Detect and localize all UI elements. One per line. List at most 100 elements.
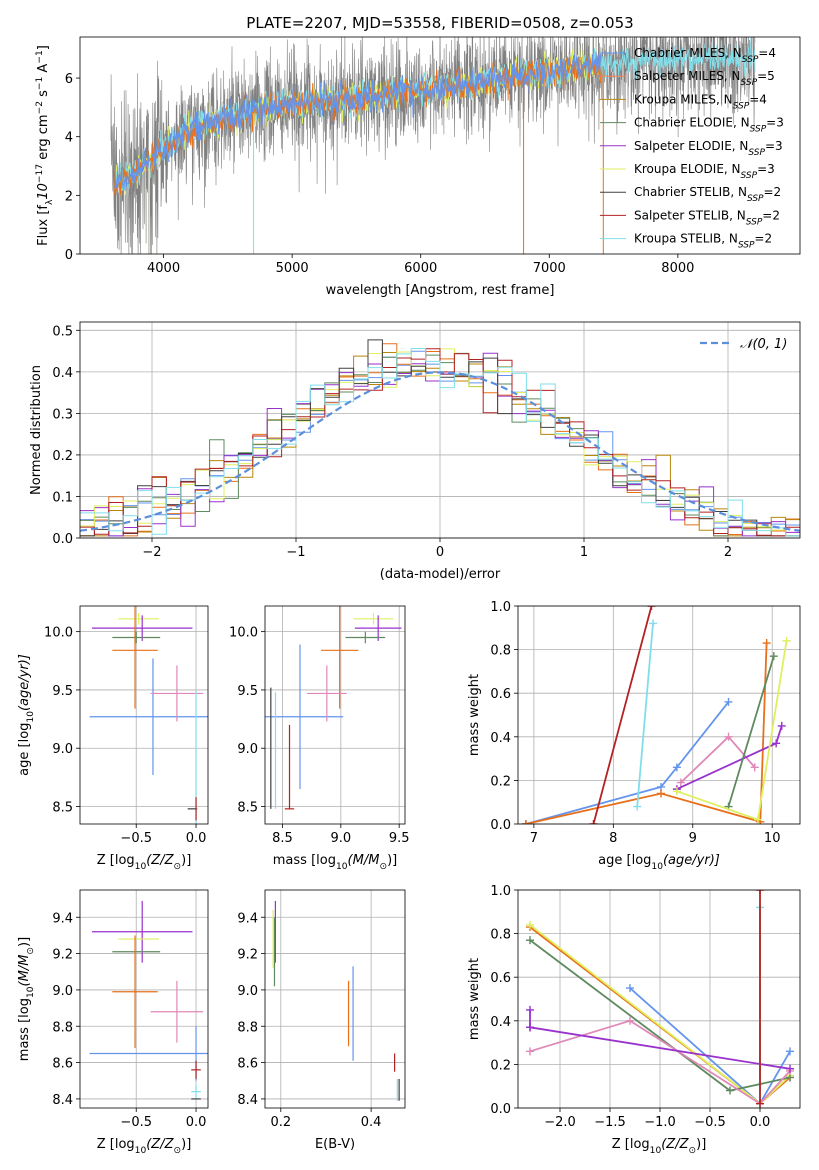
plot-area bbox=[272, 900, 400, 1101]
legend-label: Chabrier STELIB, NSSP=2 bbox=[634, 185, 781, 204]
legend-text-part: Chabrier STELIB, N bbox=[634, 185, 747, 199]
data-point bbox=[191, 1060, 201, 1079]
y-tick-label: 0.1 bbox=[52, 490, 73, 505]
panel-weight-vs-Z: −2.0 −1.5 −1.0 −0.5 0.0 0.0 0.2 0.4 0.6 0.8 1.0 Z [… bbox=[467, 884, 801, 1156]
label-part: λ bbox=[45, 199, 55, 205]
label-part: ⊙ bbox=[174, 862, 182, 872]
residual-histogram bbox=[80, 348, 800, 537]
x-tick-label: −2.0 bbox=[544, 1115, 576, 1130]
label-part: −1 bbox=[35, 50, 45, 63]
plot-area bbox=[89, 900, 208, 1100]
label-part: −17 bbox=[35, 164, 45, 183]
series-line bbox=[529, 1026, 791, 1070]
x-tick-label: 0.2 bbox=[270, 1115, 291, 1130]
y-tick-label: 8.8 bbox=[237, 1020, 258, 1035]
x-tick-label: 7000 bbox=[533, 261, 566, 276]
plus-marker bbox=[750, 763, 759, 772]
plus-marker bbox=[656, 789, 665, 798]
plus-marker bbox=[786, 1047, 794, 1056]
axes-frame bbox=[264, 605, 406, 825]
label-part: Flux [f bbox=[36, 205, 51, 246]
legend-text-part: SSP bbox=[748, 148, 765, 158]
weight-series bbox=[672, 721, 786, 794]
x-tick-label: 6000 bbox=[404, 261, 437, 276]
x-axis-label: mass [log10(M/M⊙)] bbox=[273, 853, 397, 872]
x-axis-label: (data-model)/error bbox=[380, 567, 501, 582]
legend-text-part: =4 bbox=[749, 92, 767, 106]
label-part: (Z/Z bbox=[661, 1137, 689, 1152]
plus-marker bbox=[672, 763, 681, 772]
x-tick-label: 0 bbox=[436, 545, 444, 560]
panel-residuals: −2 −1 0 1 2 0.0 0.1 0.2 0.3 0.4 0.5 (data-model)/er… bbox=[29, 321, 801, 582]
label-part: (Z/Z bbox=[146, 1137, 174, 1152]
label-part: 10 bbox=[135, 1146, 147, 1156]
x-tick-label: −1.0 bbox=[644, 1115, 676, 1130]
legend-text-part: =2 bbox=[762, 208, 780, 222]
y-tick-label: 0.5 bbox=[52, 324, 73, 339]
legend-text-part: =3 bbox=[757, 162, 775, 176]
x-tick-label: 10 bbox=[764, 831, 781, 846]
label-part: Z [log bbox=[612, 1137, 650, 1152]
y-tick-label: 9.4 bbox=[52, 911, 73, 926]
axes-frame bbox=[517, 889, 801, 1109]
x-tick-label: 9.0 bbox=[330, 831, 351, 846]
y-tick-label: 4 bbox=[65, 131, 73, 146]
plus-marker bbox=[724, 732, 733, 741]
plus-marker bbox=[526, 936, 534, 945]
data-point bbox=[353, 612, 394, 625]
legend-label: Chabrier MILES, NSSP=4 bbox=[634, 46, 776, 65]
y-axis-label: mass weight bbox=[467, 958, 482, 1040]
label-part: −1 bbox=[35, 77, 45, 90]
legend-text-part: =2 bbox=[764, 185, 782, 199]
label-part: ] bbox=[36, 45, 51, 50]
axes-frame bbox=[79, 36, 801, 255]
y-tick-label: 8.5 bbox=[237, 801, 258, 816]
y-tick-label: 10.0 bbox=[229, 626, 258, 641]
legend-text-part: SSP bbox=[742, 55, 759, 65]
y-tick-label: 0.2 bbox=[490, 1058, 511, 1073]
label-part: )] bbox=[181, 1137, 191, 1152]
label-part: age [log bbox=[598, 853, 651, 868]
legend-text-part: SSP bbox=[741, 171, 758, 181]
data-point bbox=[91, 615, 193, 641]
y-tick-label: 0.8 bbox=[490, 928, 511, 943]
plus-marker bbox=[777, 721, 786, 730]
data-point bbox=[91, 900, 193, 963]
y-axis-label: mass weight bbox=[467, 674, 482, 756]
y-tick-label: 0.4 bbox=[490, 731, 511, 746]
y-tick-label: 0.8 bbox=[490, 644, 511, 659]
series-line bbox=[525, 643, 768, 824]
y-tick-label: 9.0 bbox=[237, 984, 258, 999]
weight-series bbox=[589, 606, 656, 824]
label-part: )] bbox=[17, 937, 32, 947]
y-tick-label: 9.4 bbox=[237, 911, 258, 926]
y-tick-label: 0.3 bbox=[52, 407, 73, 422]
label-part: erg cm bbox=[36, 114, 51, 163]
data-point bbox=[307, 665, 347, 722]
legend-text-part: =4 bbox=[758, 46, 776, 60]
plus-marker bbox=[649, 619, 658, 628]
legend-text-part: =3 bbox=[765, 139, 783, 153]
y-tick-label: 2 bbox=[65, 189, 73, 204]
plus-marker bbox=[724, 697, 733, 706]
x-tick-label: 1 bbox=[580, 545, 588, 560]
gaussian-curve bbox=[80, 371, 800, 532]
legend-text-part: Chabrier ELODIE, N bbox=[634, 116, 750, 130]
x-tick-label: 0.0 bbox=[750, 1115, 771, 1130]
x-tick-label: 0.4 bbox=[361, 1115, 382, 1130]
x-axis-label: Z [log10(Z/Z⊙)] bbox=[612, 1137, 707, 1156]
legend-text-part: SSP bbox=[741, 78, 758, 88]
legend-text-part: SSP bbox=[747, 194, 764, 204]
panel-mass-vs-Z: −0.5 0.08.48.68.89.09.29.4Z [log10(Z/Z⊙)]… bbox=[17, 889, 209, 1156]
y-tick-label: 0.0 bbox=[52, 532, 73, 547]
x-tick-label: −1.5 bbox=[594, 1115, 626, 1130]
legend-text-part: =5 bbox=[757, 69, 775, 83]
panel-spectrum: 4000 5000 6000 7000 8000 0 2 4 6 wavelength [Angs… bbox=[35, 36, 801, 298]
axes-frame bbox=[517, 605, 801, 825]
legend-text-part: SSP bbox=[750, 125, 767, 135]
x-axis-label: Z [log10(Z/Z⊙)] bbox=[97, 853, 192, 872]
y-axis-label: mass [log10(M/M⊙)] bbox=[17, 937, 36, 1061]
axes-frame bbox=[79, 605, 209, 825]
x-tick-label: −0.5 bbox=[694, 1115, 726, 1130]
